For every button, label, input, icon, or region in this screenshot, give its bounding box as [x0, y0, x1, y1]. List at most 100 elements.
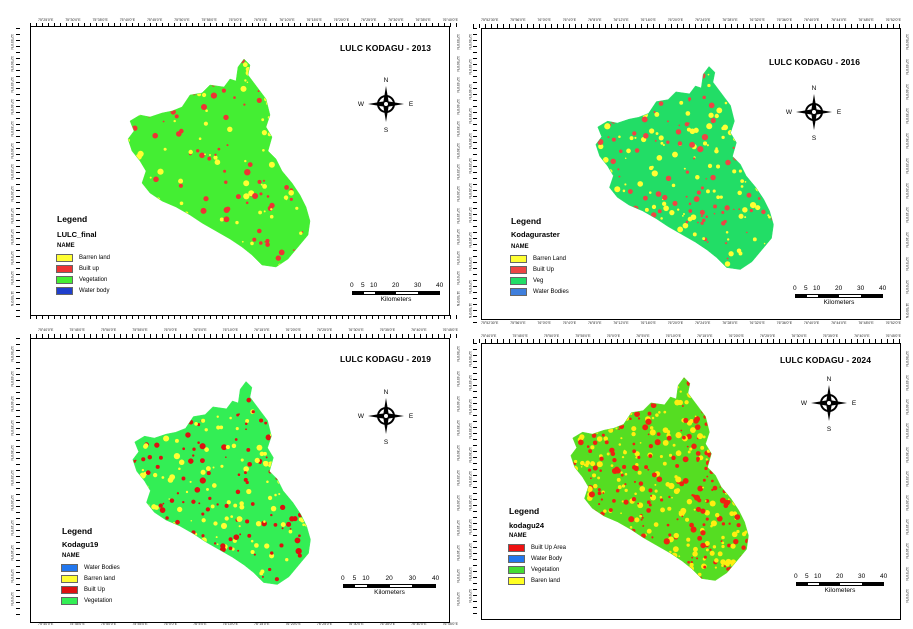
- graticule-label: 12°25'0"N: [905, 157, 909, 174]
- land-cover-patch: [621, 559, 627, 565]
- land-cover-patch: [615, 427, 618, 430]
- land-cover-patch: [599, 531, 602, 534]
- land-cover-patch: [201, 534, 205, 538]
- land-cover-patch: [129, 261, 132, 264]
- scale-label: 5: [805, 573, 809, 580]
- land-cover-patch: [651, 416, 655, 420]
- legend-label: Built Up Area: [531, 544, 567, 551]
- graticule-label: 12°45'0"N: [456, 370, 460, 387]
- land-cover-patch: [662, 143, 665, 147]
- land-cover-patch: [704, 500, 707, 502]
- land-cover-patch: [163, 435, 170, 442]
- legend-item: Built Up: [510, 264, 569, 275]
- land-cover-patch: [654, 112, 660, 117]
- land-cover-patch: [718, 440, 724, 446]
- land-cover-patch: [743, 164, 748, 169]
- land-cover-patch: [646, 544, 651, 549]
- land-cover-patch: [705, 215, 708, 218]
- land-cover-patch: [692, 261, 696, 265]
- land-cover-patch: [246, 488, 252, 495]
- land-cover-patch: [753, 520, 758, 525]
- land-cover-patch: [748, 448, 749, 453]
- land-cover-patch: [235, 389, 239, 392]
- land-cover-patch: [652, 243, 659, 250]
- land-cover-patch: [592, 413, 596, 417]
- land-cover-patch: [667, 569, 671, 573]
- land-cover-patch: [571, 422, 578, 429]
- land-cover-patch: [774, 139, 780, 145]
- land-cover-patch: [763, 242, 766, 245]
- land-cover-patch: [601, 571, 604, 574]
- land-cover-patch: [703, 555, 707, 559]
- land-cover-patch: [711, 488, 714, 492]
- land-cover-patch: [760, 120, 767, 127]
- land-cover-patch: [141, 468, 145, 472]
- land-cover-patch: [156, 407, 160, 412]
- legend-label: Built Up: [533, 266, 555, 273]
- land-cover-patch: [175, 415, 182, 422]
- land-cover-patch: [632, 81, 638, 87]
- land-cover-patch: [239, 501, 244, 506]
- land-cover-patch: [570, 515, 573, 518]
- land-cover-patch: [702, 486, 705, 489]
- land-cover-patch: [721, 211, 725, 214]
- land-cover-patch: [285, 131, 290, 136]
- land-cover-patch: [220, 543, 226, 549]
- land-cover-patch: [590, 477, 592, 480]
- land-cover-patch: [591, 417, 598, 424]
- land-cover-patch: [715, 382, 722, 389]
- land-cover-patch: [650, 402, 657, 409]
- land-cover-patch: [141, 82, 146, 87]
- land-cover-patch: [640, 572, 645, 576]
- land-cover-patch: [240, 85, 247, 92]
- land-cover-patch: [136, 204, 140, 208]
- land-cover-patch: [751, 74, 757, 81]
- land-cover-patch: [286, 521, 292, 527]
- land-cover-patch: [280, 381, 286, 384]
- land-cover-patch: [192, 454, 195, 457]
- latitude-ticks-right: 12°50'0"N 12°45'0"N 12°40'0"N 12°35'0"N 12°3…: [455, 346, 460, 606]
- land-cover-patch: [704, 540, 710, 547]
- land-cover-patch: [769, 251, 771, 254]
- land-cover-patch: [693, 546, 698, 552]
- legend-swatch: [510, 287, 527, 296]
- graticule-label: 12°30'0"N: [10, 142, 14, 159]
- land-cover-patch: [626, 148, 631, 154]
- land-cover-patch: [169, 474, 176, 481]
- land-cover-patch: [655, 132, 659, 135]
- scale-label: 0: [793, 285, 797, 292]
- land-cover-patch: [749, 201, 757, 209]
- land-cover-patch: [181, 220, 186, 225]
- land-cover-patch: [184, 74, 188, 78]
- graticule-label: 12°40'0"N: [456, 395, 460, 412]
- land-cover-patch: [205, 544, 209, 549]
- land-cover-patch: [777, 145, 781, 149]
- land-cover-patch: [737, 122, 742, 127]
- land-cover-patch: [675, 450, 682, 457]
- land-cover-patch: [716, 69, 722, 75]
- land-cover-patch: [185, 432, 191, 438]
- land-cover-patch: [244, 422, 248, 426]
- land-cover-patch: [620, 377, 627, 382]
- land-cover-patch: [634, 411, 641, 417]
- land-cover-patch: [603, 509, 607, 513]
- land-cover-patch: [563, 430, 568, 435]
- land-cover-patch: [730, 561, 736, 567]
- graticule-label: 76°24'0"E: [694, 18, 711, 22]
- land-cover-patch: [591, 433, 597, 438]
- land-cover-patch: [591, 521, 596, 527]
- land-cover-patch: [620, 473, 624, 477]
- land-cover-patch: [209, 563, 214, 568]
- land-cover-patch: [766, 127, 771, 132]
- land-cover-patch: [221, 88, 226, 93]
- land-cover-patch: [703, 415, 708, 419]
- land-cover-patch: [672, 66, 679, 69]
- land-cover-patch: [723, 499, 730, 507]
- land-cover-patch: [221, 444, 228, 451]
- land-cover-patch: [230, 383, 236, 389]
- land-cover-patch: [733, 123, 738, 128]
- land-cover-patch: [297, 440, 304, 447]
- land-cover-patch: [714, 558, 719, 563]
- land-cover-patch: [685, 195, 688, 198]
- land-cover-patch: [615, 568, 621, 575]
